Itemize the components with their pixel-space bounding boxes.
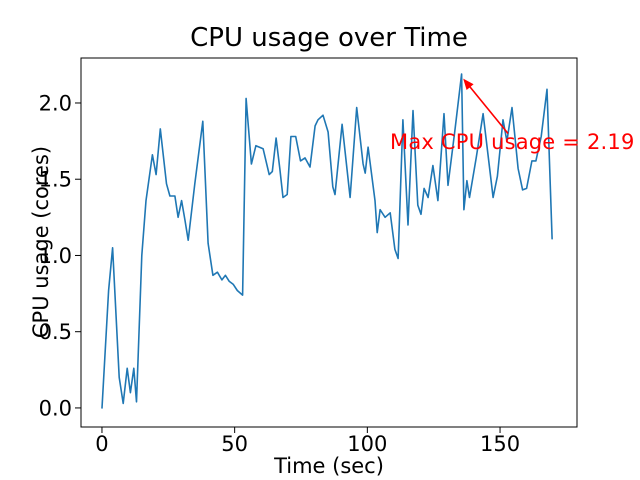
axes-frame [80,57,578,428]
max-annotation: Max CPU usage = 2.19 [390,130,635,154]
x-tick-label: 100 [347,432,387,456]
y-tick-label: 2.0 [39,91,72,115]
x-tick-label: 150 [480,432,520,456]
chart-title: CPU usage over Time [190,23,468,53]
y-tick-label: 1.0 [39,244,72,268]
x-tick-label: 50 [221,432,248,456]
y-tick-label: 1.5 [39,168,72,192]
annotation-arrow-line [468,85,509,134]
cpu-usage-line [101,73,553,409]
annotation-arrowhead [463,78,474,90]
x-axis-label: Time (sec) [274,454,384,478]
x-tick-label: 0 [95,432,108,456]
y-axis-label: CPU usage (cores) [29,145,53,339]
y-tick-label: 0.0 [39,396,72,420]
y-tick-label: 0.5 [39,320,72,344]
